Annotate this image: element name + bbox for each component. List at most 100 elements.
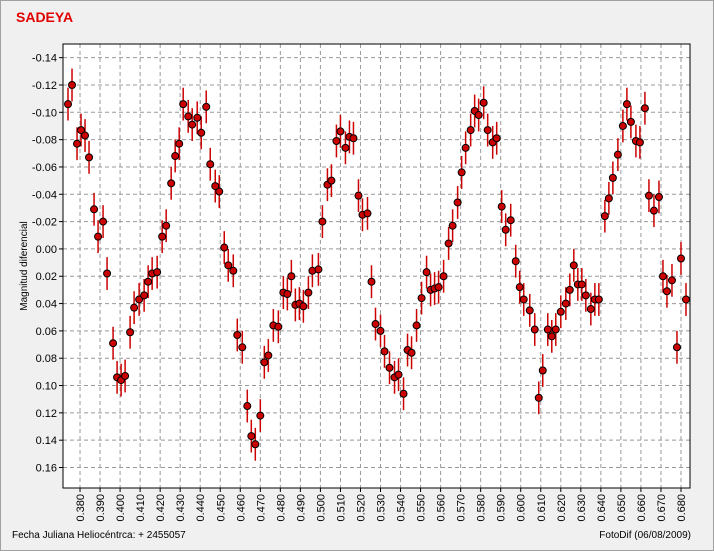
data-point (479, 98, 488, 107)
y-tick-label: -0.12 (32, 80, 57, 92)
data-point (81, 131, 90, 140)
data-point (175, 139, 184, 148)
x-tick-label: 0.490 (295, 494, 307, 522)
data-point (511, 257, 520, 266)
data-point (202, 102, 211, 111)
data-point (354, 191, 363, 200)
data-point (247, 432, 256, 441)
data-point (238, 343, 247, 352)
data-point (667, 276, 676, 285)
data-point (530, 325, 539, 334)
data-point (380, 347, 389, 356)
y-tick-label: 0.08 (36, 353, 57, 365)
y-tick-label: -0.06 (32, 162, 57, 174)
data-point (184, 112, 193, 121)
data-point (233, 330, 242, 339)
data-point (318, 217, 327, 226)
data-point (662, 287, 671, 296)
x-tick-label: 0.440 (195, 494, 207, 522)
data-point (461, 143, 470, 152)
data-point (577, 280, 586, 289)
data-point (363, 209, 372, 218)
x-tick-label: 0.590 (496, 494, 508, 522)
data-point (121, 371, 130, 380)
data-point (407, 348, 416, 357)
x-tick-label: 0.570 (456, 494, 468, 522)
data-point (394, 370, 403, 379)
data-point (135, 295, 144, 304)
data-point (162, 221, 171, 230)
data-point (618, 121, 627, 130)
data-point (283, 290, 292, 299)
data-point (506, 216, 515, 225)
data-point (417, 294, 426, 303)
data-point (649, 206, 658, 215)
data-point (586, 305, 595, 314)
data-point (243, 402, 252, 411)
data-point (676, 254, 685, 263)
y-tick-label: 0.12 (36, 408, 57, 420)
y-tick-label: -0.08 (32, 135, 57, 147)
data-point (94, 232, 103, 241)
data-point (68, 80, 77, 89)
data-point (515, 283, 524, 292)
x-tick-label: 0.530 (376, 494, 388, 522)
data-point (501, 225, 510, 234)
x-tick-label: 0.600 (516, 494, 528, 522)
data-point (103, 269, 112, 278)
data-point (153, 268, 162, 277)
data-point (519, 295, 528, 304)
y-tick-label: -0.10 (32, 107, 57, 119)
x-axis-label: Fecha Juliana Heliocéntrca: + 2455057 (12, 530, 186, 541)
data-point (474, 111, 483, 120)
data-point (385, 363, 394, 372)
data-point (126, 328, 135, 337)
data-point (622, 100, 631, 109)
x-tick-label: 0.430 (175, 494, 187, 522)
data-point (561, 299, 570, 308)
chart-title: SADEYA (16, 9, 73, 25)
data-point (299, 302, 308, 311)
data-point (608, 173, 617, 182)
x-tick-label: 0.620 (556, 494, 568, 522)
data-point (453, 198, 462, 207)
data-point (193, 113, 202, 122)
data-point (672, 343, 681, 352)
data-point (211, 182, 220, 191)
data-point (457, 168, 466, 177)
data-point (197, 128, 206, 137)
data-point (99, 217, 108, 226)
data-point (681, 295, 690, 304)
x-tick-label: 0.390 (95, 494, 107, 522)
y-tick-label: 0.14 (36, 435, 57, 447)
x-tick-label: 0.610 (536, 494, 548, 522)
x-tick-label: 0.450 (215, 494, 227, 522)
data-point (251, 440, 260, 449)
x-tick-label: 0.630 (576, 494, 588, 522)
data-point (448, 221, 457, 230)
data-point (332, 136, 341, 145)
x-tick-label: 0.500 (315, 494, 327, 522)
data-point (274, 322, 283, 331)
x-tick-label: 0.520 (355, 494, 367, 522)
x-tick-label: 0.540 (396, 494, 408, 522)
data-point (206, 160, 215, 169)
data-point (626, 117, 635, 126)
data-point (229, 266, 238, 275)
y-tick-label: -0.02 (32, 217, 57, 229)
data-point (304, 288, 313, 297)
data-point (525, 306, 534, 315)
data-point (287, 272, 296, 281)
data-point (130, 303, 139, 312)
data-point (483, 126, 492, 135)
data-point (336, 127, 345, 136)
x-tick-label: 0.510 (335, 494, 347, 522)
data-point (551, 325, 560, 334)
y-tick-label: 0.04 (36, 299, 57, 311)
data-point (422, 268, 431, 277)
x-tick-label: 0.660 (636, 494, 648, 522)
data-point (90, 205, 99, 214)
data-point (376, 326, 385, 335)
x-tick-label: 0.640 (596, 494, 608, 522)
